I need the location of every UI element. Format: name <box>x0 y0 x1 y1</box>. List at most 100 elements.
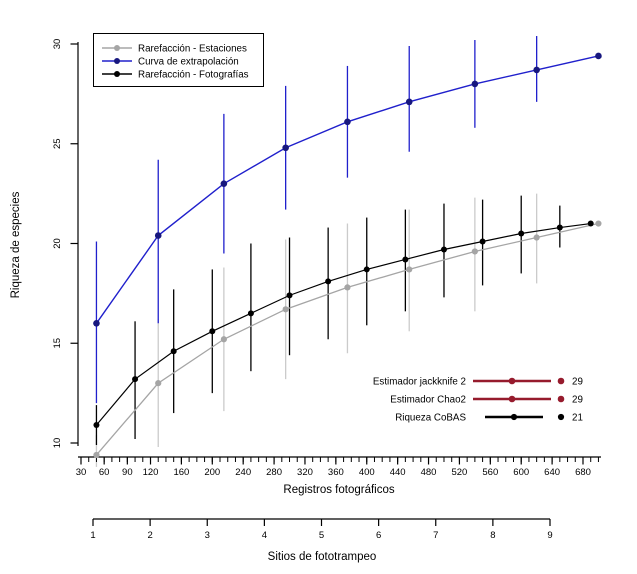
point-blue <box>93 320 100 327</box>
point-blue <box>405 98 413 106</box>
y-axis-tick-label: 10 <box>52 438 63 449</box>
estimator-row-chao2: Estimador Chao2 29 <box>390 395 583 406</box>
sites-axis-tick-label: 5 <box>319 530 324 541</box>
legend-swatch-dot-black <box>114 71 120 77</box>
x-axis-tick-label: 640 <box>544 467 560 478</box>
x-axis-tick-label: 90 <box>122 467 133 478</box>
estimator-line-dot <box>508 395 516 403</box>
point-gray <box>93 451 100 459</box>
legend-item-estaciones: Rarefacción - Estaciones <box>102 43 247 54</box>
point-gray <box>406 266 413 273</box>
point-blue <box>344 118 351 126</box>
point-black <box>170 348 177 355</box>
estimator-value: 29 <box>572 377 583 388</box>
legend-item-label: Rarefacción - Estaciones <box>138 43 247 54</box>
sites-axis-tick-label: 2 <box>147 530 152 541</box>
sites-axis-title: Sitios de fototrampeo <box>268 551 377 563</box>
sites-axis-tick-label: 4 <box>262 530 267 541</box>
point-gray <box>282 306 289 313</box>
sites-axis-tick-label: 3 <box>205 530 210 541</box>
sites-axis-tick-label: 7 <box>433 530 438 541</box>
x-axis-tick-label: 320 <box>297 467 313 478</box>
x-axis-tick-label: 240 <box>235 467 251 478</box>
x-axis-tick-label: 680 <box>575 467 591 478</box>
x-axis-tick-label: 120 <box>143 467 159 478</box>
x-axis-tick-label: 200 <box>204 467 220 478</box>
estimator-value-dot <box>557 377 565 385</box>
point-gray <box>471 248 478 255</box>
point-black <box>325 278 332 285</box>
point-blue <box>471 80 479 88</box>
point-black <box>518 230 525 237</box>
estimator-value: 21 <box>572 413 583 424</box>
estimator-label: Estimador jackknife 2 <box>373 377 466 388</box>
x-axis-title: Registros fotográficos <box>283 484 394 496</box>
point-gray <box>155 380 162 387</box>
legend-swatch-dot-blue <box>114 58 120 64</box>
x-axis-tick-label: 560 <box>482 467 498 478</box>
estimator-line-dot <box>508 377 516 385</box>
point-black <box>587 220 594 227</box>
point-blue <box>220 180 228 187</box>
point-black <box>132 376 139 383</box>
sites-axis-tick-label: 8 <box>490 530 495 541</box>
y-axis-tick-label: 15 <box>52 338 63 349</box>
estimator-label: Estimador Chao2 <box>390 395 466 406</box>
x-axis-tick-label: 400 <box>359 467 375 478</box>
x-axis-tick-label: 480 <box>421 467 437 478</box>
point-black <box>402 256 409 263</box>
point-black <box>440 246 447 253</box>
point-black <box>93 422 100 429</box>
point-blue <box>595 52 602 60</box>
point-gray <box>344 284 351 291</box>
legend-border <box>93 33 264 87</box>
estimator-legend: Estimador jackknife 2 29 Estimador Chao2… <box>373 377 583 424</box>
point-black <box>209 328 216 335</box>
estimator-value-dot <box>557 413 565 421</box>
legend-item-label: Rarefacción - Fotografías <box>138 69 249 80</box>
point-black <box>363 266 370 273</box>
legend-item-fotografias: Rarefacción - Fotografías <box>102 69 249 80</box>
estimator-value-dot <box>557 395 565 403</box>
point-black <box>286 292 293 299</box>
estimator-value: 29 <box>572 395 583 406</box>
x-axis-tick-label: 30 <box>76 467 87 478</box>
x-axis-tick-label: 520 <box>451 467 467 478</box>
estimator-row-jackknife2: Estimador jackknife 2 29 <box>373 377 583 388</box>
point-black <box>556 224 563 231</box>
x-axis-tick-label: 440 <box>390 467 406 478</box>
point-gray <box>533 234 540 241</box>
x-axis-tick-label: 160 <box>173 467 189 478</box>
point-blue <box>533 66 540 74</box>
curve-black <box>95 222 591 426</box>
x-axis-tick-label: 360 <box>328 467 344 478</box>
point-black <box>479 238 486 245</box>
point-blue <box>154 232 162 239</box>
y-axis-title: Riqueza de especies <box>10 191 22 298</box>
point-blue <box>282 144 289 152</box>
estimator-label: Riqueza CoBAS <box>395 413 466 424</box>
legend-item-extrapolacion: Curva de extrapolación <box>102 56 239 67</box>
point-gray <box>220 336 227 343</box>
series-layer <box>93 52 602 459</box>
y-axis-tick-label: 20 <box>52 238 63 249</box>
error-bars-layer <box>95 36 561 467</box>
x-axis-tick-label: 280 <box>266 467 282 478</box>
x-axis-tick-label: 600 <box>513 467 529 478</box>
legend-item-label: Curva de extrapolación <box>138 56 239 67</box>
y-axis-tick-label: 30 <box>52 39 63 50</box>
point-black <box>247 310 254 317</box>
y-axis-tick-label: 25 <box>52 138 63 149</box>
sites-axis-tick-label: 1 <box>90 530 95 541</box>
point-gray <box>595 220 602 227</box>
sites-axis-tick-label: 6 <box>376 530 381 541</box>
x-axis-tick-label: 60 <box>99 467 110 478</box>
estimator-row-cobas: Riqueza CoBAS 21 <box>395 413 583 424</box>
legend-box: Rarefacción - Estaciones Curva de extrap… <box>93 33 264 87</box>
legend-swatch-dot-gray <box>114 45 120 51</box>
estimator-line-dot <box>510 413 518 421</box>
sites-axis-tick-label: 9 <box>547 530 552 541</box>
